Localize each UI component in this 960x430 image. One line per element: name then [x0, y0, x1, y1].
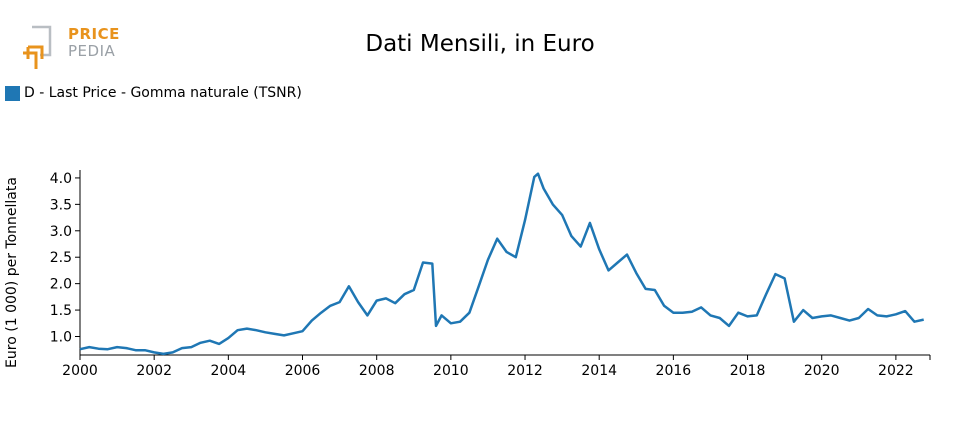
series-line — [79, 172, 924, 356]
pricepedia-logo: PRICE PEDIA — [20, 25, 130, 73]
y-tick-label: 3.0 — [50, 224, 72, 240]
legend-label: D - Last Price - Gomma naturale (TSNR) — [24, 85, 302, 101]
x-tick-label: 2016 — [656, 363, 692, 379]
logo-text-pedia: PEDIA — [68, 42, 116, 60]
chart-title: Dati Mensili, in Euro — [365, 31, 595, 57]
logo-mark-icon — [23, 25, 52, 69]
legend-swatch — [5, 85, 20, 101]
x-tick-label: 2022 — [878, 363, 914, 379]
x-axis: 2000 2002 2004 2006 2008 2010 2012 2014 2016 2018… — [62, 354, 931, 379]
y-tick-label: 1.0 — [50, 330, 72, 346]
x-tick-label: 2002 — [136, 363, 172, 379]
logo-text-price: PRICE — [68, 25, 120, 43]
x-tick-label: 2010 — [433, 363, 469, 379]
chart-legend[interactable]: D - Last Price - Gomma naturale (TSNR) — [5, 84, 302, 102]
plot-area — [79, 172, 924, 356]
y-tick-label: 1.5 — [50, 303, 72, 319]
y-axis-label: Euro (1 000) per Tonnellata — [4, 177, 20, 368]
y-tick-label: 4.0 — [50, 171, 72, 187]
x-tick-label: 2020 — [804, 363, 840, 379]
x-tick-label: 2006 — [285, 363, 321, 379]
y-axis: 1.0 1.5 2.0 2.5 3.0 3.5 4.0 — [50, 170, 81, 355]
y-tick-label: 2.0 — [50, 277, 72, 293]
x-tick-label: 2014 — [581, 363, 617, 379]
x-tick-label: 2000 — [62, 363, 98, 379]
x-tick-label: 2012 — [507, 363, 543, 379]
y-tick-label: 3.5 — [50, 197, 72, 213]
x-tick-label: 2018 — [730, 363, 766, 379]
y-tick-label: 2.5 — [50, 250, 72, 266]
x-tick-label: 2008 — [359, 363, 395, 379]
x-tick-label: 2004 — [211, 363, 247, 379]
